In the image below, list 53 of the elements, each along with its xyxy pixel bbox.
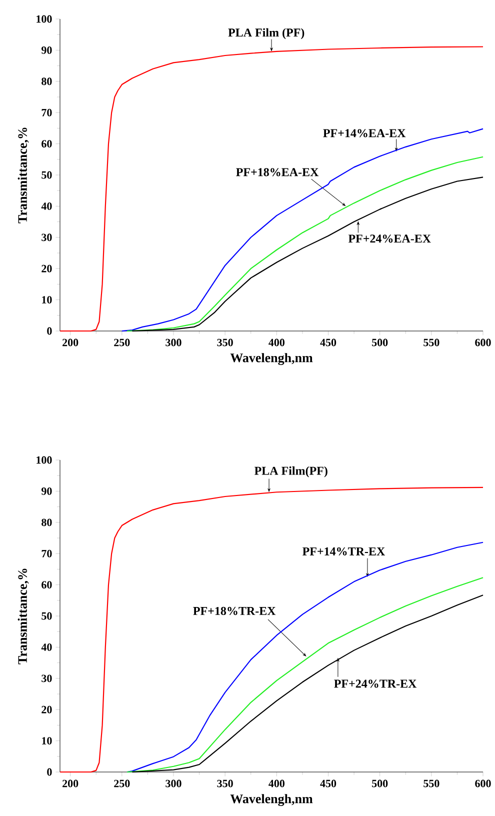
annotation: PLA Film (PF)	[228, 28, 304, 40]
line-series	[126, 542, 484, 773]
y-tick-label: 100	[36, 15, 52, 23]
x-tick-label: 250	[114, 338, 130, 346]
y-tick-label: 0	[47, 327, 52, 335]
x-axis-title: Wavelengh,nm	[230, 353, 313, 365]
x-tick-label: 250	[114, 780, 130, 788]
y-tick-label: 50	[42, 171, 52, 179]
annotation: PLA Film(PF)	[254, 466, 328, 478]
annotation: PF+14%EA-EX	[323, 129, 406, 138]
y-tick-label: 90	[42, 487, 52, 495]
x-tick-label: 350	[217, 338, 234, 346]
x-tick-label: 350	[217, 780, 234, 788]
y-axis-title: Transmittance,%	[18, 568, 30, 664]
annotation: PF+18%EA-EX	[236, 168, 319, 176]
x-tick-label: 200	[62, 338, 78, 346]
y-tick-label: 20	[42, 706, 52, 714]
x-tick-label: 600	[475, 780, 492, 788]
x-tick-label: 200	[62, 780, 78, 788]
x-tick-label: 450	[320, 780, 336, 788]
x-tick-label: 500	[372, 780, 388, 788]
y-tick-label: 20	[42, 264, 52, 272]
y-axis-title: Transmittance,%	[18, 128, 30, 224]
y-tick-label: 10	[42, 296, 52, 304]
x-tick-label: 400	[268, 338, 285, 346]
y-tick-label: 100	[36, 456, 52, 464]
x-tick-label: 300	[166, 780, 182, 788]
y-tick-label: 40	[42, 643, 52, 651]
x-tick-label: 600	[475, 338, 492, 346]
y-tick-label: 50	[42, 612, 52, 620]
annotation: PF+24%TR-EX	[334, 680, 417, 688]
y-tick-label: 80	[42, 78, 52, 86]
annotation: PF+24%EA-EX	[348, 234, 432, 243]
x-tick-label: 550	[424, 338, 440, 346]
annotation: PF+14%TR-EX	[302, 547, 386, 556]
y-tick-label: 70	[42, 550, 52, 558]
x-tick-label: 500	[372, 338, 388, 346]
x-tick-label: 300	[166, 338, 182, 346]
x-tick-label: 450	[320, 338, 336, 346]
y-tick-label: 80	[42, 518, 52, 526]
y-tick-label: 60	[42, 581, 52, 589]
y-tick-label: 90	[42, 46, 52, 54]
x-tick-label: 550	[424, 780, 440, 788]
y-tick-label: 0	[47, 768, 52, 776]
y-tick-label: 30	[42, 234, 52, 242]
y-tick-label: 60	[42, 140, 52, 148]
x-tick-label: 400	[268, 780, 285, 788]
y-tick-label: 10	[42, 737, 52, 745]
y-tick-label: 70	[42, 108, 52, 116]
x-axis-title: Wavelengh,nm	[230, 794, 313, 806]
annotation: PF+18%TR-EX	[193, 606, 276, 616]
y-tick-label: 30	[42, 674, 52, 682]
y-tick-label: 40	[42, 202, 52, 210]
